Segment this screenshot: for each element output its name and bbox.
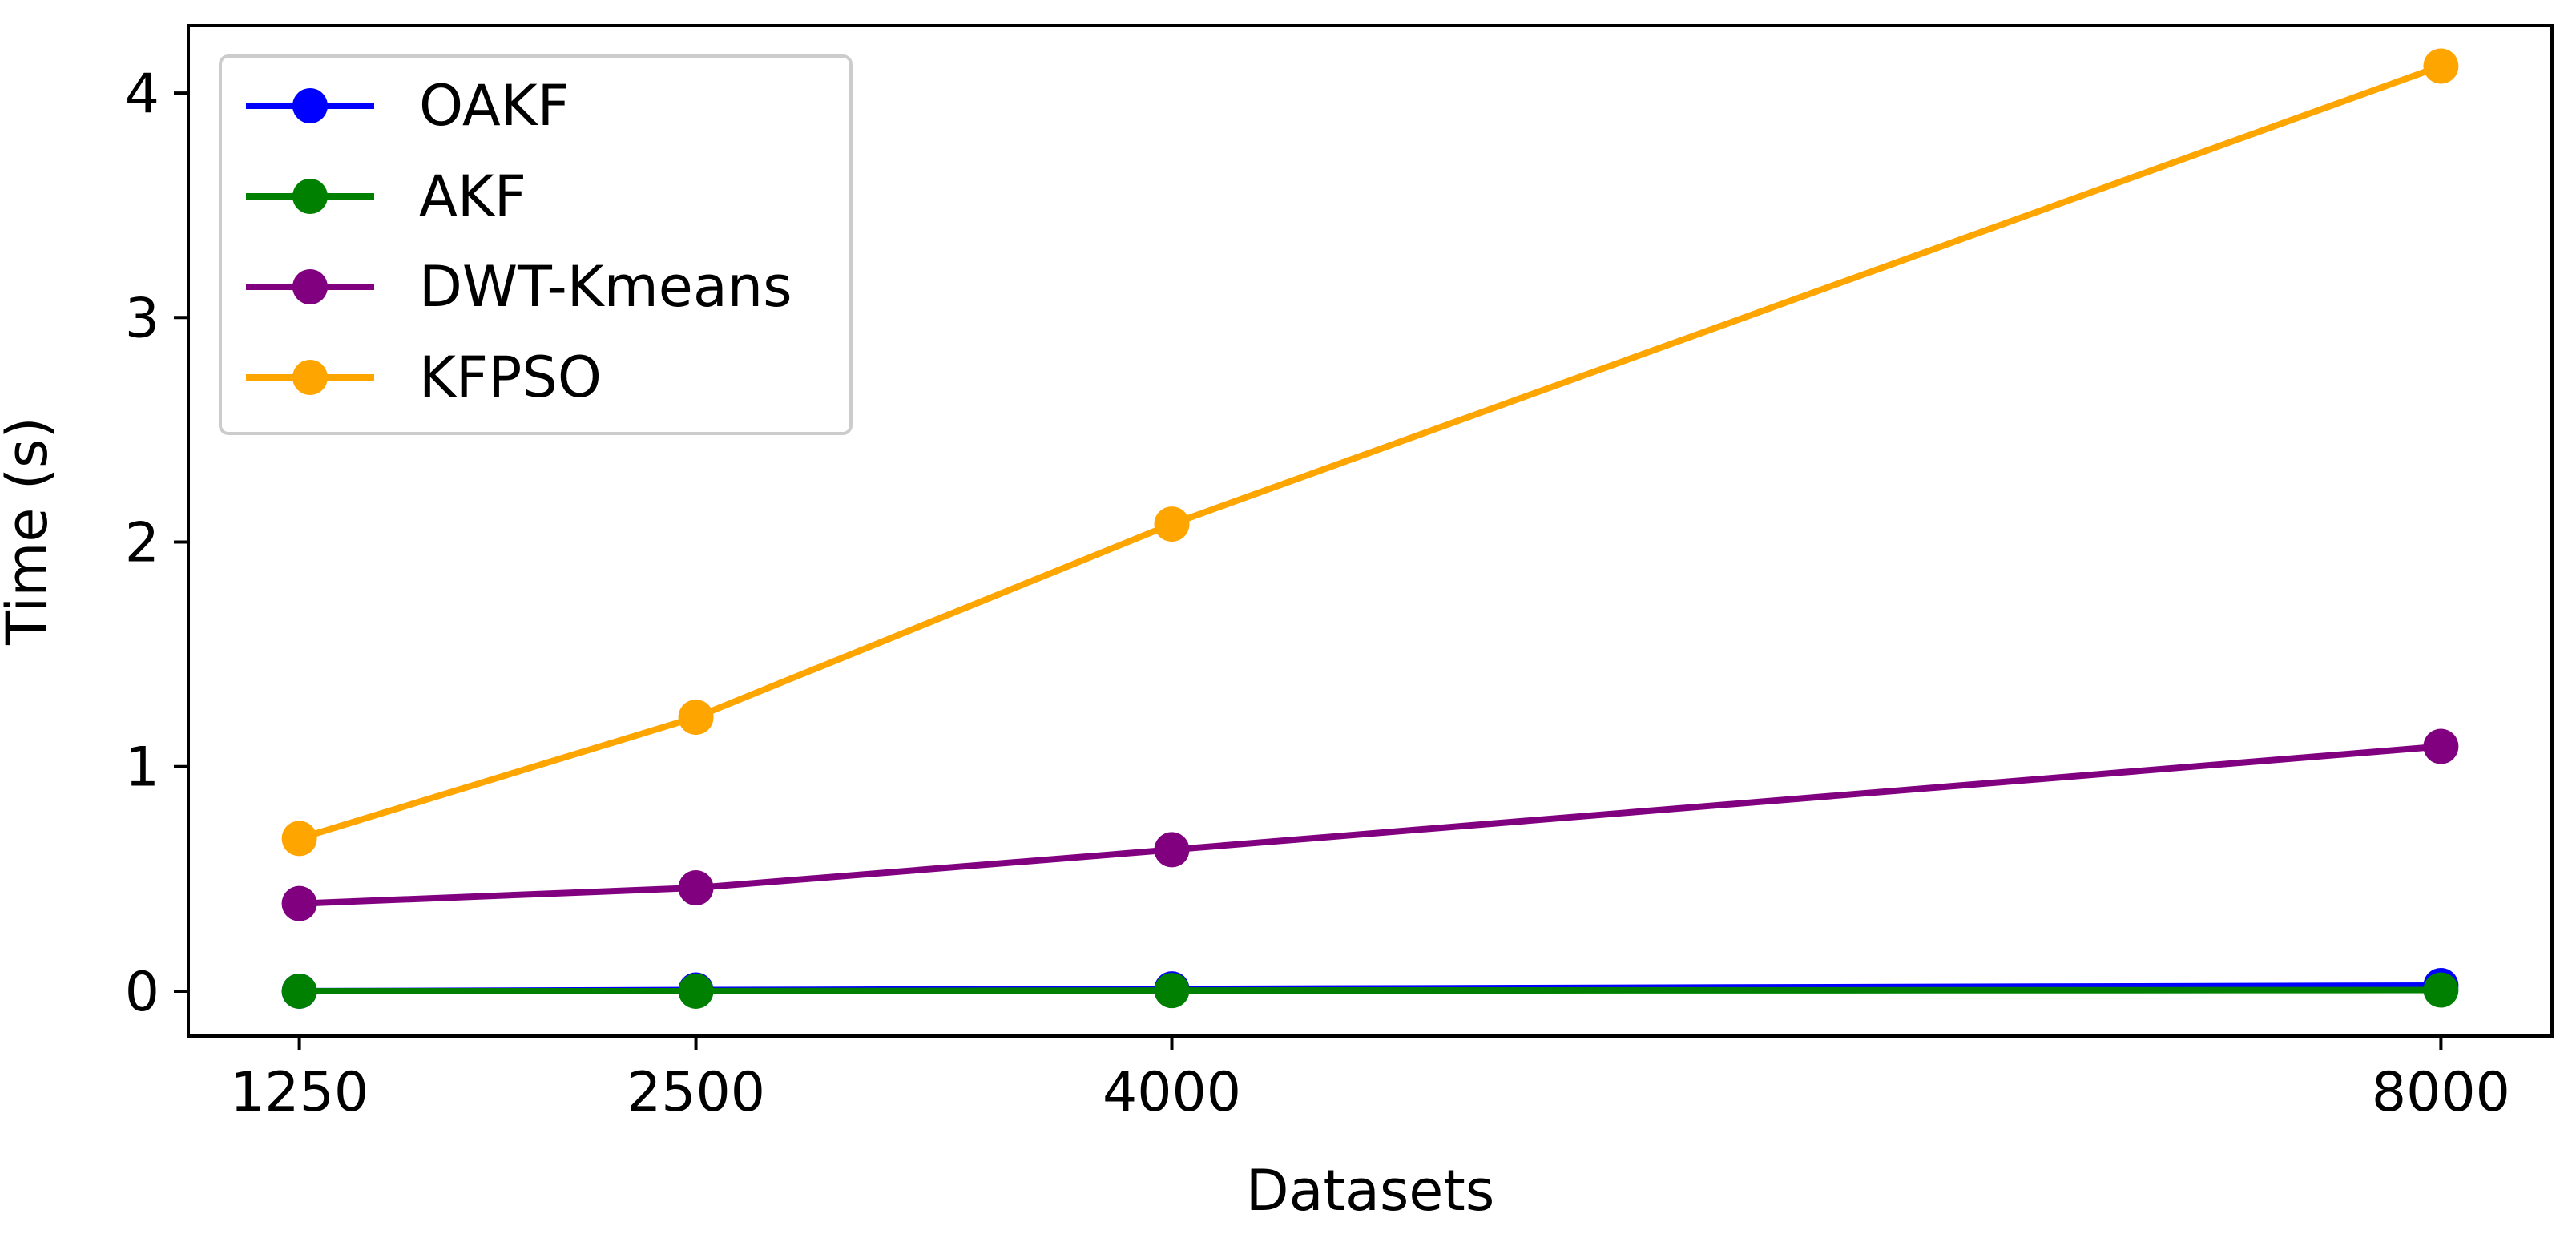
- legend-item-oakf: OAKF: [246, 73, 570, 139]
- series-line: [299, 743, 2441, 907]
- data-point: [281, 821, 317, 857]
- x-axis: 1250 2500 4000 8000: [230, 1036, 2510, 1124]
- legend-item-dwt-kmeans: DWT-Kmeans: [246, 254, 792, 320]
- plot-frame: [187, 24, 2554, 1038]
- legend-item-kfpso: KFPSO: [246, 345, 602, 410]
- x-tick-label: 8000: [2372, 1061, 2510, 1124]
- data-point: [2423, 728, 2459, 764]
- y-tick-label: 2: [125, 512, 159, 575]
- data-point: [2423, 48, 2459, 84]
- data-point: [1154, 973, 1190, 1009]
- x-tick-label: 2500: [627, 1061, 765, 1124]
- data-point: [678, 870, 714, 906]
- x-axis-title: Datasets: [1246, 1158, 1495, 1224]
- legend-item-akf: AKF: [246, 163, 526, 229]
- legend-marker: [292, 269, 328, 304]
- legend: OAKF AKF DWT-Kmeans KFPSO: [219, 54, 853, 435]
- legend-label: KFPSO: [419, 345, 602, 410]
- y-axis-title: Time (s): [0, 417, 60, 646]
- legend-label: DWT-Kmeans: [419, 254, 792, 320]
- series-kfpso: [281, 48, 2459, 857]
- legend-box: [219, 54, 853, 435]
- series-dwt-kmeans: [281, 728, 2459, 921]
- series-line: [299, 986, 2441, 994]
- series-layer: [281, 48, 2459, 1009]
- x-tick-label: 1250: [230, 1061, 369, 1124]
- data-point: [678, 700, 714, 736]
- x-tick-label: 4000: [1103, 1061, 1241, 1124]
- data-point: [2423, 972, 2459, 1008]
- data-point: [678, 973, 714, 1009]
- legend-marker: [292, 179, 328, 214]
- legend-label: OAKF: [419, 73, 570, 139]
- legend-label: AKF: [419, 163, 526, 229]
- legend-marker: [292, 88, 328, 123]
- y-tick-label: 1: [125, 736, 159, 800]
- data-point: [281, 973, 317, 1009]
- y-tick-label: 0: [125, 961, 159, 1024]
- series-line: [298, 63, 2442, 842]
- y-tick-label: 4: [125, 63, 159, 126]
- legend-marker: [292, 360, 328, 395]
- data-point: [281, 885, 317, 921]
- y-tick-label: 3: [125, 287, 159, 350]
- data-point: [1154, 506, 1190, 542]
- y-axis: 0 1 2 3 4: [125, 63, 188, 1024]
- series-akf: [281, 972, 2459, 1009]
- data-point: [1154, 832, 1190, 868]
